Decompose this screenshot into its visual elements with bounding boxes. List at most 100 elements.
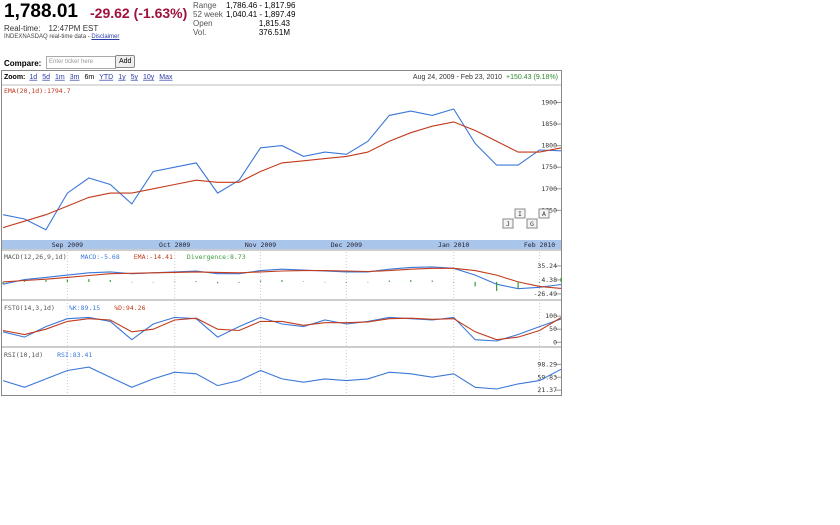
divergence-bar <box>88 279 90 282</box>
legend-entry: Divergence:8.73 <box>187 253 246 261</box>
zoom-bar: Zoom: 1d 5d 1m 3m 6m YTD 1y 5y 10y Max +150.43 (9.1… <box>4 74 558 81</box>
divergence-bar <box>538 281 541 283</box>
news-flag-label: G <box>530 220 534 228</box>
news-flag-label: I <box>518 210 522 218</box>
legend-entry: RSI:83.41 <box>57 351 92 359</box>
price: 1,788.01 <box>4 1 78 22</box>
zoom-option[interactable]: Max <box>159 74 173 81</box>
ticker-input[interactable]: Enter ticker here <box>46 56 116 69</box>
x-tick-label: Jan 2010 <box>438 241 469 249</box>
stat-label: Range <box>193 1 217 10</box>
news-flag-label: A <box>542 210 546 218</box>
zoom-option[interactable]: YTD <box>99 74 113 81</box>
legend-entry: EMA(20,1d):1794.7 <box>4 87 71 95</box>
date-band <box>2 240 561 249</box>
divergence-bar <box>324 281 326 283</box>
divergence-bar <box>302 281 305 282</box>
stat-label: 52 week <box>193 10 223 19</box>
zoom-option[interactable]: 1y <box>118 74 126 81</box>
stat-value: 1,815.43 <box>258 19 290 28</box>
news-flag-label: J <box>506 220 510 228</box>
range-change: +150.43 (9.18%) <box>506 74 558 81</box>
legend-entry: MACD:-5.68 <box>81 253 120 261</box>
zoom-option[interactable]: 10y <box>143 74 155 81</box>
news-flag[interactable] <box>514 208 526 219</box>
stat-value: 1,786.46 - 1,817.96 <box>226 1 296 10</box>
x-tick-label: Sep 2009 <box>52 241 83 249</box>
zoom-option[interactable]: 5d <box>42 74 50 81</box>
source-text: INDEXNASDAQ real-time data <box>4 34 87 40</box>
divergence-bar <box>367 281 369 283</box>
legend-entry: %K:89.15 <box>69 304 100 312</box>
series-line <box>2 121 562 229</box>
y-tick-label: 21.37 <box>537 386 557 394</box>
divergence-bar <box>560 277 562 282</box>
legend-entry: %D:94.26 <box>114 304 145 312</box>
stat-value: 1,040.41 - 1,897.49 <box>226 10 296 19</box>
y-tick-label: 59.83 <box>537 373 557 381</box>
y-tick-label: 1900 <box>541 98 557 106</box>
divergence-bar <box>410 280 412 282</box>
news-flag[interactable] <box>538 208 550 219</box>
series-line <box>2 267 562 289</box>
divergence-bar <box>496 281 498 291</box>
divergence-bar <box>174 281 176 282</box>
stat-value: 376.51M <box>258 28 290 37</box>
zoom-label: Zoom: <box>4 74 25 81</box>
series-line <box>2 266 562 290</box>
price-change: -29.62 (-1.63%) <box>90 5 188 21</box>
zoom-option[interactable]: 6m <box>84 74 94 81</box>
panel-title: FSTO(14,3,1d) <box>4 304 55 312</box>
legend-entry: EMA:-14.41 <box>134 253 173 261</box>
divergence-bar <box>66 279 68 282</box>
y-tick-label: 35.24 <box>537 262 557 270</box>
y-tick-label: 1850 <box>541 120 557 128</box>
y-tick-label: 100 <box>545 312 557 320</box>
source: INDEXNASDAQ real-time data - Disclaimer <box>4 34 120 40</box>
realtime: Real-time: 12:47PM EST <box>4 24 106 33</box>
series-line <box>2 317 562 341</box>
x-tick-label: Nov 2009 <box>245 241 276 249</box>
divergence-bar <box>109 280 111 282</box>
divergence-bar <box>45 280 47 282</box>
y-tick-label: 1750 <box>541 163 557 171</box>
divergence-bar <box>131 281 133 283</box>
x-tick-label: Feb 2010 <box>524 241 555 249</box>
stat-label: Vol. <box>193 28 207 37</box>
panel-title: MACD(12,26,9,1d) <box>4 253 67 261</box>
time: 12:47PM EST <box>48 24 99 33</box>
divergence-bar <box>453 281 455 283</box>
divergence-bar <box>517 281 519 289</box>
realtime-label: Real-time: <box>4 24 41 33</box>
stat-label: Open <box>193 19 213 28</box>
date-range: Aug 24, 2009 - Feb 23, 2010 <box>413 74 502 81</box>
disclaimer-link[interactable]: Disclaimer <box>91 34 120 40</box>
y-tick-label: 50 <box>549 325 557 333</box>
y-tick-label: -26.49 <box>534 290 558 298</box>
panel-title: RSI(10,1d) <box>4 351 43 359</box>
divergence-bar <box>23 280 26 282</box>
zoom-option[interactable]: 3m <box>70 74 80 81</box>
zoom-option[interactable]: 5y <box>131 74 139 81</box>
zoom-option[interactable]: 1d <box>29 74 37 81</box>
chart-frame <box>1 70 562 396</box>
add-button[interactable]: Add <box>115 55 136 68</box>
y-tick-label: 0 <box>553 338 557 346</box>
x-tick-label: Dec 2009 <box>331 241 362 249</box>
x-tick-label: Oct 2009 <box>159 241 190 249</box>
divergence-bar <box>388 280 390 282</box>
news-flag[interactable] <box>526 218 538 229</box>
zoom-option[interactable]: 1m <box>55 74 65 81</box>
series-line <box>2 108 562 231</box>
y-tick-label: 1800 <box>541 142 557 150</box>
news-flag[interactable] <box>502 218 514 229</box>
divergence-bar <box>195 280 197 282</box>
y-tick-label: 1700 <box>541 185 557 193</box>
y-tick-label: 98.29 <box>537 360 557 368</box>
divergence-bar <box>152 281 154 283</box>
chart: Zoom: 1d 5d 1m 3m 6m YTD 1y 5y 10y Max +150.43 (9.1… <box>1 70 562 396</box>
divergence-bar <box>281 280 283 282</box>
divergence-bar <box>259 280 262 282</box>
divergence-bar <box>217 281 219 284</box>
